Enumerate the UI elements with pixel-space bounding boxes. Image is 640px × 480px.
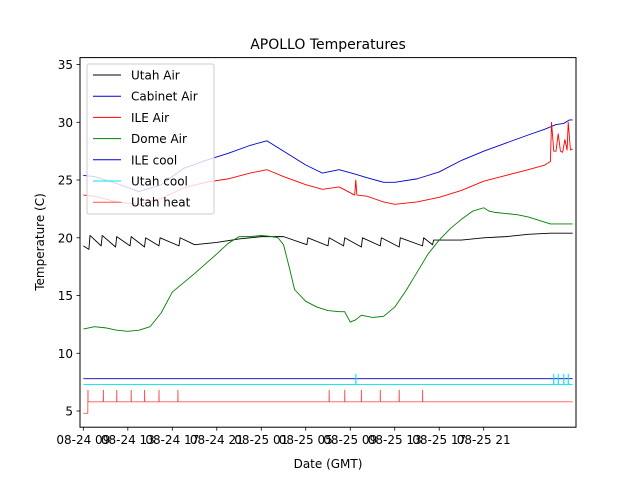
y-tick-label: 20 bbox=[58, 231, 73, 245]
legend-label-ile-cool: ILE cool bbox=[131, 153, 177, 167]
series-line-utah-cool bbox=[83, 373, 573, 385]
series-line-utah-heat bbox=[83, 389, 573, 414]
y-tick-label: 35 bbox=[58, 58, 73, 72]
legend: Utah Air Cabinet Air ILE Air Dome Air ILE co… bbox=[86, 63, 215, 215]
legend-label-dome-air: Dome Air bbox=[131, 132, 187, 146]
legend-box bbox=[86, 63, 215, 215]
y-axis-label: Temperature (C) bbox=[33, 193, 47, 292]
x-tick-label: 08-25 09 bbox=[323, 433, 377, 447]
y-tick-label: 15 bbox=[58, 289, 73, 303]
y-tick-label: 30 bbox=[58, 116, 73, 130]
plot-frame bbox=[79, 57, 577, 428]
legend-label-utah-cool: Utah cool bbox=[131, 175, 188, 189]
x-tick-label: 08-24 09 bbox=[56, 433, 110, 447]
legend-label-ile-air: ILE Air bbox=[131, 111, 169, 125]
y-tick-label: 25 bbox=[58, 174, 73, 188]
legend-label-utah-heat: Utah heat bbox=[131, 196, 191, 210]
chart-title: APOLLO Temperatures bbox=[250, 37, 406, 53]
x-tick-label: 08-24 21 bbox=[190, 433, 244, 447]
legend-label-utah-air: Utah Air bbox=[131, 69, 180, 83]
legend-label-cabinet-air: Cabinet Air bbox=[131, 90, 198, 104]
y-tick-label: 10 bbox=[58, 347, 73, 361]
x-tick-label: 08-25 21 bbox=[457, 433, 511, 447]
x-axis-label: Date (GMT) bbox=[294, 457, 363, 471]
series-line-utah-air bbox=[83, 232, 573, 250]
x-tick-label: 08-25 17 bbox=[412, 433, 466, 447]
x-tick-label: 08-25 13 bbox=[368, 433, 422, 447]
series-line-dome-air bbox=[83, 207, 573, 332]
y-tick-label: 5 bbox=[65, 405, 73, 419]
x-tick-label: 08-25 05 bbox=[279, 433, 333, 447]
y-axis: 5 10 15 20 25 30 35 bbox=[58, 58, 80, 419]
x-tick-label: 08-25 01 bbox=[234, 433, 288, 447]
x-tick-label: 08-24 13 bbox=[101, 433, 155, 447]
x-tick-label: 08-24 17 bbox=[145, 433, 199, 447]
